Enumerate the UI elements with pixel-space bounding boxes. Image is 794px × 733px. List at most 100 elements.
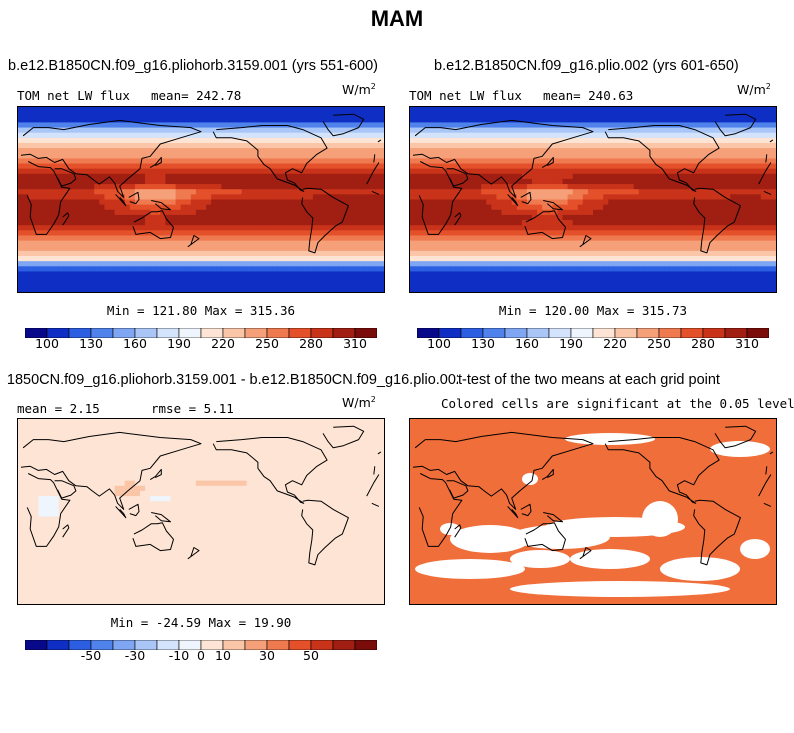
heat-cell xyxy=(567,256,574,262)
heat-cell xyxy=(43,148,49,154)
heat-cell xyxy=(89,271,95,277)
heat-cell xyxy=(251,178,258,185)
heat-cell xyxy=(730,256,736,262)
heat-cell xyxy=(28,112,34,118)
heat-cell xyxy=(720,148,726,154)
heat-cell xyxy=(730,127,736,134)
heat-cell xyxy=(145,235,151,242)
heat-cell xyxy=(38,189,44,195)
heat-cell xyxy=(175,153,182,159)
heat-cell xyxy=(109,158,115,164)
heat-cell xyxy=(185,117,192,123)
heat-cell xyxy=(654,220,660,226)
heat-cell xyxy=(715,225,721,231)
heat-cell xyxy=(654,117,660,123)
heat-cell xyxy=(79,209,85,216)
heat-cell xyxy=(415,256,421,262)
heat-cell xyxy=(582,132,589,139)
heat-cell xyxy=(618,107,624,113)
heat-cell xyxy=(521,122,528,128)
heat-cell xyxy=(226,163,232,170)
heat-cell xyxy=(654,137,660,144)
heat-cell xyxy=(669,132,675,139)
heat-cell xyxy=(195,137,202,144)
heat-cell xyxy=(79,148,85,154)
heat-cell xyxy=(567,127,574,134)
heat-cell xyxy=(410,112,416,118)
heat-cell xyxy=(58,209,65,216)
heat-cell xyxy=(68,220,75,226)
heat-cell xyxy=(378,209,384,216)
heat-cell xyxy=(750,127,757,134)
heat-cell xyxy=(251,184,258,190)
heat-cell xyxy=(18,204,24,211)
heat-cell xyxy=(613,204,619,211)
heat-cell xyxy=(353,184,359,190)
heat-cell xyxy=(226,137,232,144)
heat-cell xyxy=(84,271,90,277)
heat-cell xyxy=(373,220,380,226)
heat-cell xyxy=(664,142,670,149)
heat-cell xyxy=(623,137,629,144)
heat-cell xyxy=(333,127,339,134)
heat-cell xyxy=(368,276,375,283)
heat-cell xyxy=(58,107,65,113)
heat-cell xyxy=(455,148,462,154)
heat-cell xyxy=(465,184,472,190)
heat-cell xyxy=(216,240,222,247)
heat-cell xyxy=(373,214,380,221)
heat-cell xyxy=(628,261,635,267)
heat-cell xyxy=(557,189,563,195)
heat-cell xyxy=(323,286,329,292)
heat-cell xyxy=(333,199,339,206)
heat-cell xyxy=(709,261,716,267)
heat-cell xyxy=(160,112,166,118)
heat-cell xyxy=(333,189,339,195)
heat-cell xyxy=(572,204,579,211)
heat-cell xyxy=(425,132,431,139)
heat-cell xyxy=(140,281,146,288)
heat-cell xyxy=(206,163,212,170)
heat-cell xyxy=(587,184,594,190)
heat-cell xyxy=(312,199,319,206)
heat-cell xyxy=(267,209,273,216)
heat-cell xyxy=(628,240,635,247)
heat-cell xyxy=(684,168,690,175)
heat-cell xyxy=(211,112,217,118)
heat-cell xyxy=(770,127,776,134)
heat-cell xyxy=(694,112,701,118)
heat-cell xyxy=(160,281,166,288)
heat-cell xyxy=(333,281,339,288)
heat-cell xyxy=(180,153,187,159)
heat-cell xyxy=(378,127,384,134)
heat-cell xyxy=(251,173,258,180)
heat-cell xyxy=(94,204,100,211)
heat-cell xyxy=(201,112,207,118)
heat-cell xyxy=(155,225,161,231)
heat-cell xyxy=(410,153,416,159)
heat-cell xyxy=(587,132,594,139)
heat-cell xyxy=(582,204,589,211)
heat-cell xyxy=(195,107,202,113)
heat-cell xyxy=(450,148,457,154)
heat-cell xyxy=(226,178,232,185)
heat-cell xyxy=(679,256,685,262)
heat-cell xyxy=(572,189,579,195)
heat-cell xyxy=(287,199,293,206)
heat-cell xyxy=(760,148,767,154)
heat-cell xyxy=(170,158,176,164)
heat-cell xyxy=(175,261,182,267)
heat-cell xyxy=(440,132,446,139)
heat-cell xyxy=(104,112,110,118)
heat-cell xyxy=(206,173,212,180)
heat-cell xyxy=(256,163,263,170)
heat-cell xyxy=(256,225,263,231)
heat-cell xyxy=(526,235,533,242)
heat-cell xyxy=(18,173,24,180)
heat-cell xyxy=(292,178,298,185)
heat-cell xyxy=(420,107,426,113)
heat-cell xyxy=(659,142,665,149)
heat-cell xyxy=(582,168,589,175)
heat-cell xyxy=(715,214,721,221)
heat-cell xyxy=(292,245,298,252)
